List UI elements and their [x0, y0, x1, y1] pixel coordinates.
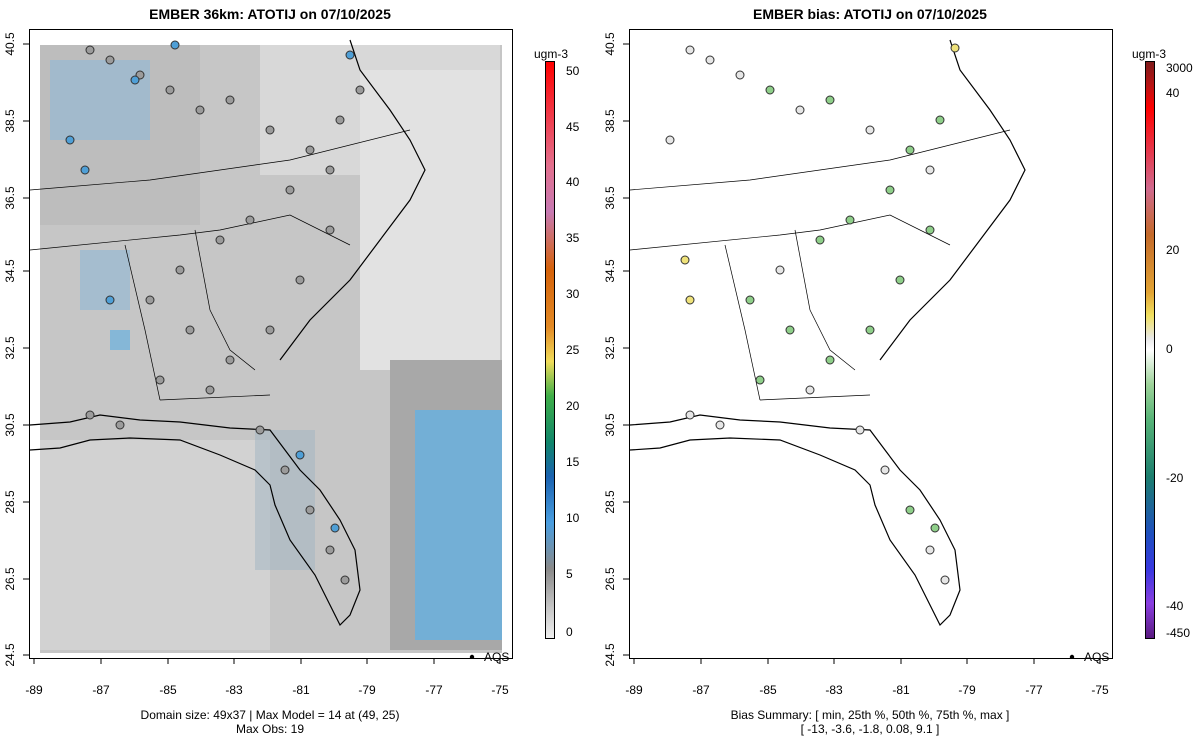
x-tick-right: -75 [1091, 683, 1109, 697]
y-tick-left: 28.5 [3, 490, 17, 514]
x-tick-right: -79 [958, 683, 976, 697]
y-tick-left: 36.5 [3, 186, 17, 210]
y-tick-left: 32.5 [3, 336, 17, 360]
cb1-tick: 15 [566, 455, 580, 469]
cb2-tick: -450 [1166, 626, 1190, 640]
x-tick-right: -81 [892, 683, 910, 697]
model-concentration-map [29, 29, 513, 659]
cb1-tick: 0 [566, 625, 573, 639]
y-tick-right: 24.5 [603, 643, 617, 667]
x-tick-left: -81 [292, 683, 310, 697]
cb1-tick: 30 [566, 287, 580, 301]
y-tick-left: 34.5 [3, 259, 17, 283]
left-footer: Domain size: 49x37 | Max Model = 14 at (… [30, 708, 510, 736]
bias-map-canvas [630, 39, 1075, 658]
right-map-title: EMBER bias: ATOTIJ on 07/10/2025 [753, 6, 987, 22]
cb1-tick: 40 [566, 175, 580, 189]
bias-map [629, 29, 1113, 659]
x-tick-right: -89 [625, 683, 643, 697]
x-tick-right: -77 [1025, 683, 1043, 697]
left-legend-aqs: AQS [484, 650, 510, 664]
model-map-canvas [30, 39, 502, 658]
cb1-tick: 50 [566, 64, 580, 78]
x-tick-left: -79 [358, 683, 376, 697]
y-tick-right: 40.5 [603, 32, 617, 56]
cb2-tick: 20 [1166, 243, 1180, 257]
y-tick-left: 38.5 [3, 109, 17, 133]
left-map-title: EMBER 36km: ATOTIJ on 07/10/2025 [149, 6, 391, 22]
x-tick-left: -87 [92, 683, 110, 697]
x-tick-right: -83 [825, 683, 843, 697]
right-footer-line1: Bias Summary: [ min, 25th %, 50th %, 75t… [730, 708, 1010, 722]
y-tick-left: 24.5 [3, 643, 17, 667]
x-tick-left: -85 [159, 683, 177, 697]
x-tick-left: -83 [225, 683, 243, 697]
cb2-tick: 40 [1166, 86, 1180, 100]
cb2-tick: 0 [1166, 342, 1173, 356]
left-footer-line1: Domain size: 49x37 | Max Model = 14 at (… [140, 708, 400, 722]
y-tick-right: 34.5 [603, 259, 617, 283]
y-tick-left: 26.5 [3, 567, 17, 591]
right-footer-line2: [ -13, -3.6, -1.8, 0.08, 9.1 ] [800, 722, 940, 736]
y-tick-left: 30.5 [3, 413, 17, 437]
right-colorbar [1145, 61, 1155, 639]
right-footer: Bias Summary: [ min, 25th %, 50th %, 75t… [630, 708, 1110, 736]
y-tick-right: 26.5 [603, 567, 617, 591]
right-legend-aqs: AQS [1084, 650, 1110, 664]
cb1-tick: 35 [566, 231, 580, 245]
y-tick-right: 28.5 [603, 490, 617, 514]
left-colorbar [545, 61, 555, 639]
cb1-tick: 10 [566, 511, 580, 525]
cb1-tick: 5 [566, 567, 573, 581]
cb2-tick: -20 [1166, 471, 1184, 485]
left-colorbar-unit: ugm-3 [534, 47, 569, 61]
cb2-tick: -40 [1166, 599, 1184, 613]
cb2-tick: 3000 [1166, 61, 1193, 75]
x-tick-right: -87 [692, 683, 710, 697]
y-tick-right: 38.5 [603, 109, 617, 133]
left-footer-line2: Max Obs: 19 [235, 722, 305, 736]
x-tick-left: -75 [491, 683, 509, 697]
y-tick-left: 40.5 [3, 32, 17, 56]
cb1-tick: 45 [566, 120, 580, 134]
cb1-tick: 20 [566, 399, 580, 413]
y-tick-right: 36.5 [603, 186, 617, 210]
x-tick-left: -89 [25, 683, 43, 697]
right-colorbar-unit: ugm-3 [1132, 47, 1167, 61]
x-tick-left: -77 [425, 683, 443, 697]
y-tick-right: 32.5 [603, 336, 617, 360]
cb1-tick: 25 [566, 343, 580, 357]
x-tick-right: -85 [759, 683, 777, 697]
y-tick-right: 30.5 [603, 413, 617, 437]
